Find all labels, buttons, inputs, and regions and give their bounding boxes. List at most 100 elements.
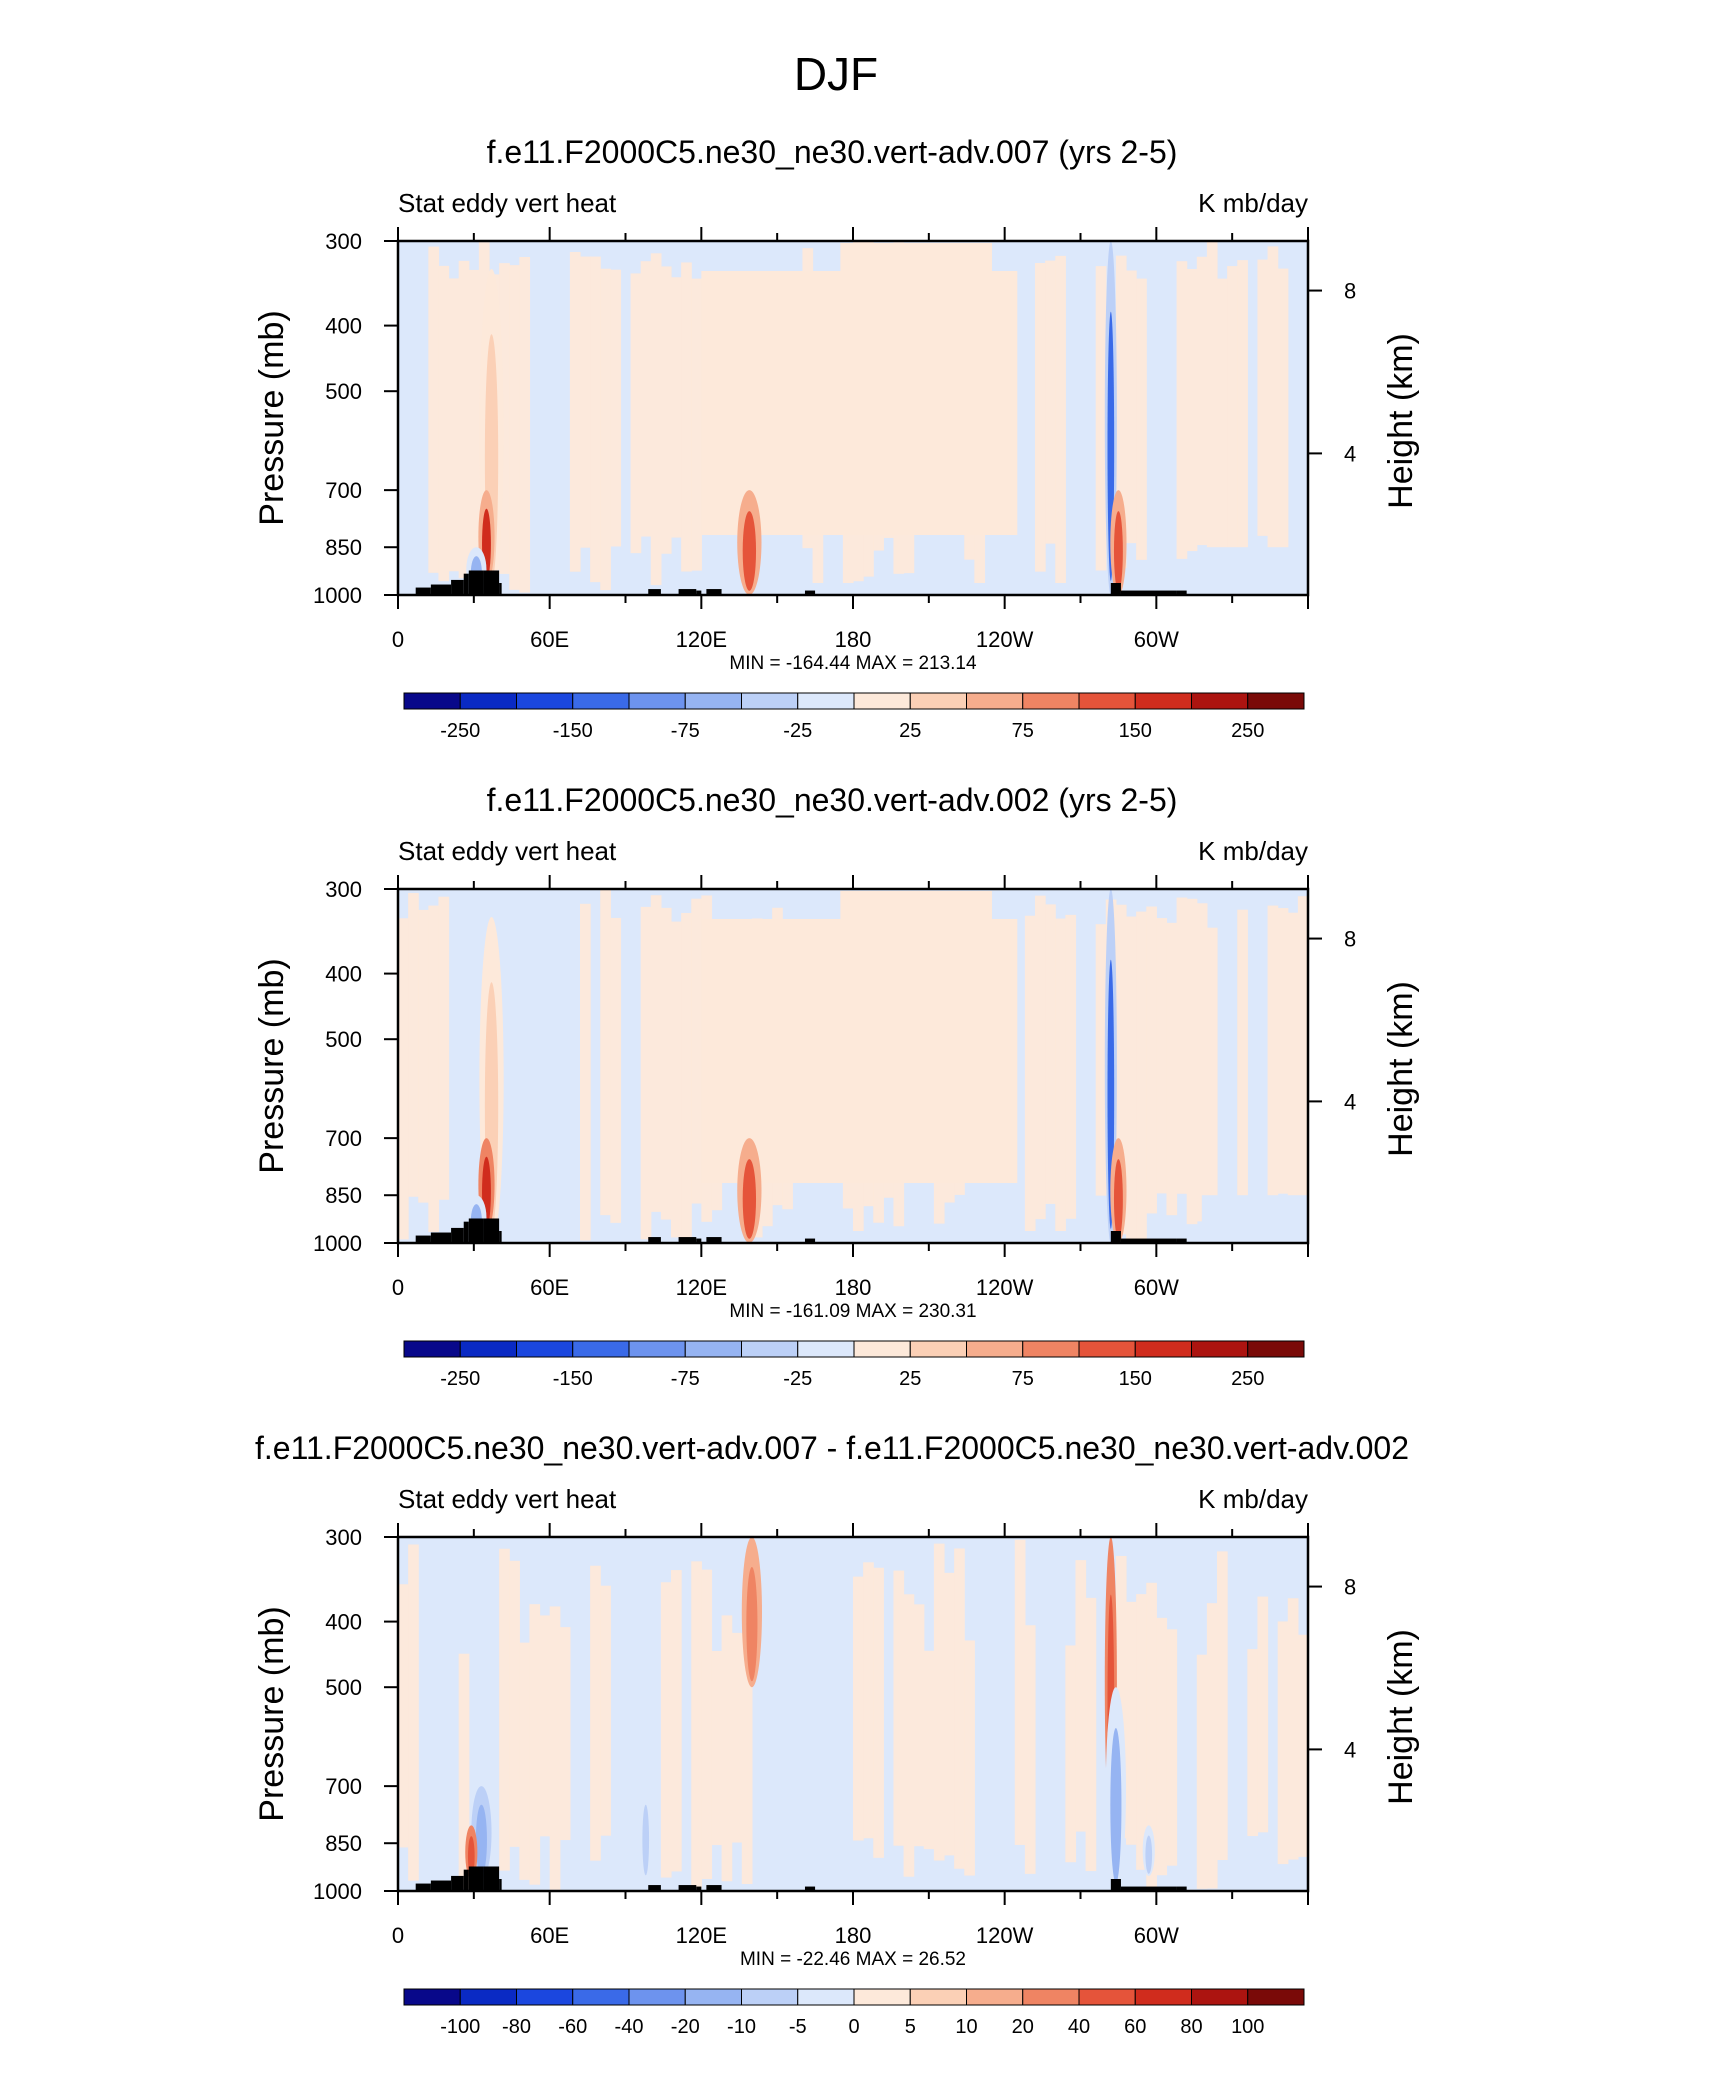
min-max-stats: MIN = -161.09 MAX = 230.31: [729, 1301, 976, 1322]
positive-region: [1024, 915, 1036, 1243]
positive-region: [1035, 895, 1046, 1220]
positive-region: [1176, 897, 1188, 1194]
positive-region: [398, 918, 409, 1240]
colorbar-box: [853, 1988, 911, 2006]
positive-region: [1115, 1555, 1127, 1839]
terrain-block: [415, 1235, 431, 1243]
x-tick-label: 120E: [676, 1275, 727, 1300]
positive-region: [428, 905, 440, 1232]
colorbar-label: -25: [783, 720, 812, 742]
positive-region: [1014, 1539, 1026, 1845]
colorbar-box: [1247, 1988, 1305, 2006]
colorbar-label: 0: [848, 2016, 859, 2038]
positive-region: [1196, 903, 1208, 1222]
colorbar-box: [909, 1988, 967, 2006]
positive-region: [1237, 909, 1248, 1223]
min-max-stats: MIN = -164.44 MAX = 213.14: [729, 653, 977, 674]
colorbar-box: [1247, 1340, 1305, 1358]
positive-region: [1277, 268, 1289, 580]
x-tick-label: 120E: [676, 627, 727, 652]
feature-core: [742, 1159, 757, 1239]
positive-region: [1267, 246, 1279, 559]
positive-region: [499, 263, 510, 574]
positive-region: [529, 1604, 541, 1885]
atlantic-negative-region: [1201, 547, 1308, 595]
colorbar-box: [628, 692, 686, 710]
positive-region: [1206, 927, 1218, 1221]
positive-region: [1136, 278, 1147, 560]
positive-region: [1297, 1634, 1308, 1857]
y-tick-label: 500: [325, 1027, 362, 1052]
y-tick-label: 1000: [313, 1879, 362, 1904]
terrain-block: [1176, 590, 1187, 595]
x-tick-label: 120W: [976, 627, 1034, 652]
colorbar-box: [966, 692, 1024, 710]
positive-region: [650, 253, 662, 586]
colorbar-box: [741, 692, 799, 710]
terrain-block: [1110, 1878, 1121, 1891]
terrain-block: [499, 582, 502, 595]
positive-region: [923, 1650, 935, 1850]
x-tick-label: 60W: [1134, 1275, 1179, 1300]
positive-region: [701, 1569, 713, 1880]
terrain-block: [696, 590, 702, 595]
positive-region: [1156, 918, 1168, 1194]
x-tick-label: 120W: [976, 1275, 1034, 1300]
colorbar-box: [459, 1988, 517, 2006]
panel-left-label: Stat eddy vert heat: [398, 1484, 617, 1514]
colorbar-box: [1134, 1340, 1192, 1358]
positive-region: [1115, 255, 1127, 569]
panel-left-label: Stat eddy vert heat: [398, 188, 617, 218]
colorbar-box: [966, 1340, 1024, 1358]
lower-negative-region: [777, 582, 1106, 595]
colorbar-label: -250: [440, 720, 480, 742]
colorbar-label: -75: [671, 720, 700, 742]
lower-negative-region: [777, 1230, 1106, 1243]
positive-region: [1095, 924, 1107, 1196]
positive-region: [1166, 1629, 1178, 1866]
colorbar-box: [1022, 1988, 1080, 2006]
positive-region: [610, 269, 622, 547]
colorbar-box: [797, 1988, 855, 2006]
colorbar-box: [1078, 1340, 1136, 1358]
positive-region: [873, 1567, 884, 1858]
positive-region: [408, 1544, 419, 1881]
x-tick-label: 0: [392, 627, 404, 652]
colorbar-box: [572, 1988, 630, 2006]
terrain-block: [706, 1237, 722, 1243]
terrain-block: [463, 1869, 469, 1891]
y-tick-label: 700: [325, 1774, 362, 1799]
positive-region: [509, 265, 520, 590]
panel-units-label: K mb/day: [1198, 1484, 1308, 1514]
positive-region: [1277, 908, 1289, 1194]
colorbar-label: 25: [899, 1368, 921, 1390]
positive-region: [1136, 1594, 1147, 1870]
colorbar-box: [1134, 1988, 1192, 2006]
positive-region: [640, 261, 652, 537]
positive-region: [681, 262, 692, 572]
figure-title: DJF: [794, 48, 878, 100]
panel-units-label: K mb/day: [1198, 188, 1308, 218]
positive-region: [1186, 269, 1198, 552]
positive-region: [499, 1548, 510, 1871]
positive-region: [671, 921, 682, 1238]
y-tick-label: 400: [325, 1610, 362, 1635]
positive-region: [1196, 1654, 1208, 1889]
colorbar-label: 10: [955, 2016, 977, 2038]
positive-region: [1176, 261, 1188, 559]
x-tick-label: 120W: [976, 1923, 1034, 1948]
y2-tick-label: 4: [1344, 441, 1356, 466]
terrain-block: [430, 1232, 452, 1243]
feature-core: [642, 1804, 650, 1876]
positive-region: [650, 895, 662, 1212]
y2-tick-label: 8: [1344, 279, 1356, 304]
colorbar-label: -75: [671, 1368, 700, 1390]
colorbar-label: -80: [502, 2016, 531, 2038]
positive-region: [1146, 906, 1157, 1214]
x-tick-label: 180: [835, 1275, 872, 1300]
colorbar-box: [572, 692, 630, 710]
terrain-block: [451, 1875, 464, 1891]
positive-region: [1055, 918, 1066, 1233]
terrain-block: [678, 1237, 697, 1243]
